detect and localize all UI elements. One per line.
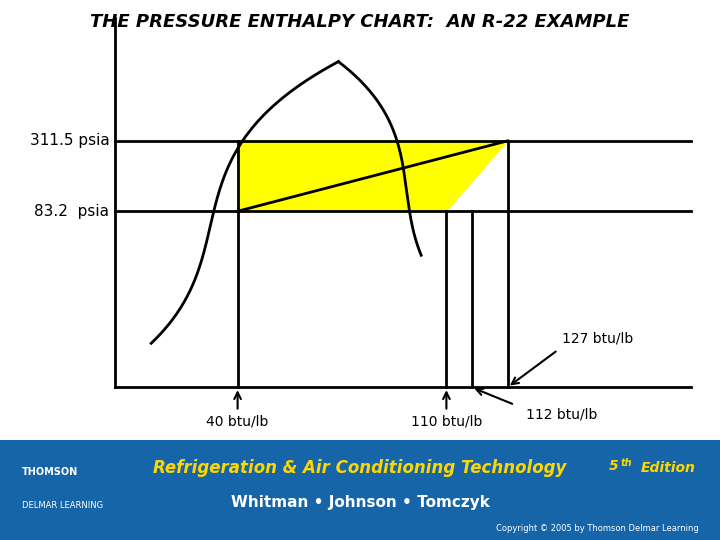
Text: Whitman • Johnson • Tomczyk: Whitman • Johnson • Tomczyk [230, 495, 490, 510]
Text: 40 btu/lb: 40 btu/lb [207, 415, 269, 429]
Text: Copyright © 2005 by Thomson Delmar Learning: Copyright © 2005 by Thomson Delmar Learn… [495, 523, 698, 532]
Text: THOMSON: THOMSON [22, 467, 78, 477]
Text: 112 btu/lb: 112 btu/lb [526, 407, 597, 421]
Text: th: th [621, 458, 632, 468]
Text: 5: 5 [608, 459, 618, 473]
Text: 311.5 psia: 311.5 psia [30, 133, 109, 148]
Text: 127 btu/lb: 127 btu/lb [562, 332, 633, 346]
Text: Refrigeration & Air Conditioning Technology: Refrigeration & Air Conditioning Technol… [153, 459, 567, 477]
Text: THE PRESSURE ENTHALPY CHART:  AN R-22 EXAMPLE: THE PRESSURE ENTHALPY CHART: AN R-22 EXA… [90, 13, 630, 31]
Text: DELMAR LEARNING: DELMAR LEARNING [22, 501, 103, 510]
Text: 83.2  psia: 83.2 psia [35, 204, 109, 219]
Text: 110 btu/lb: 110 btu/lb [410, 415, 482, 429]
Text: Edition: Edition [641, 461, 696, 475]
Polygon shape [238, 141, 508, 211]
